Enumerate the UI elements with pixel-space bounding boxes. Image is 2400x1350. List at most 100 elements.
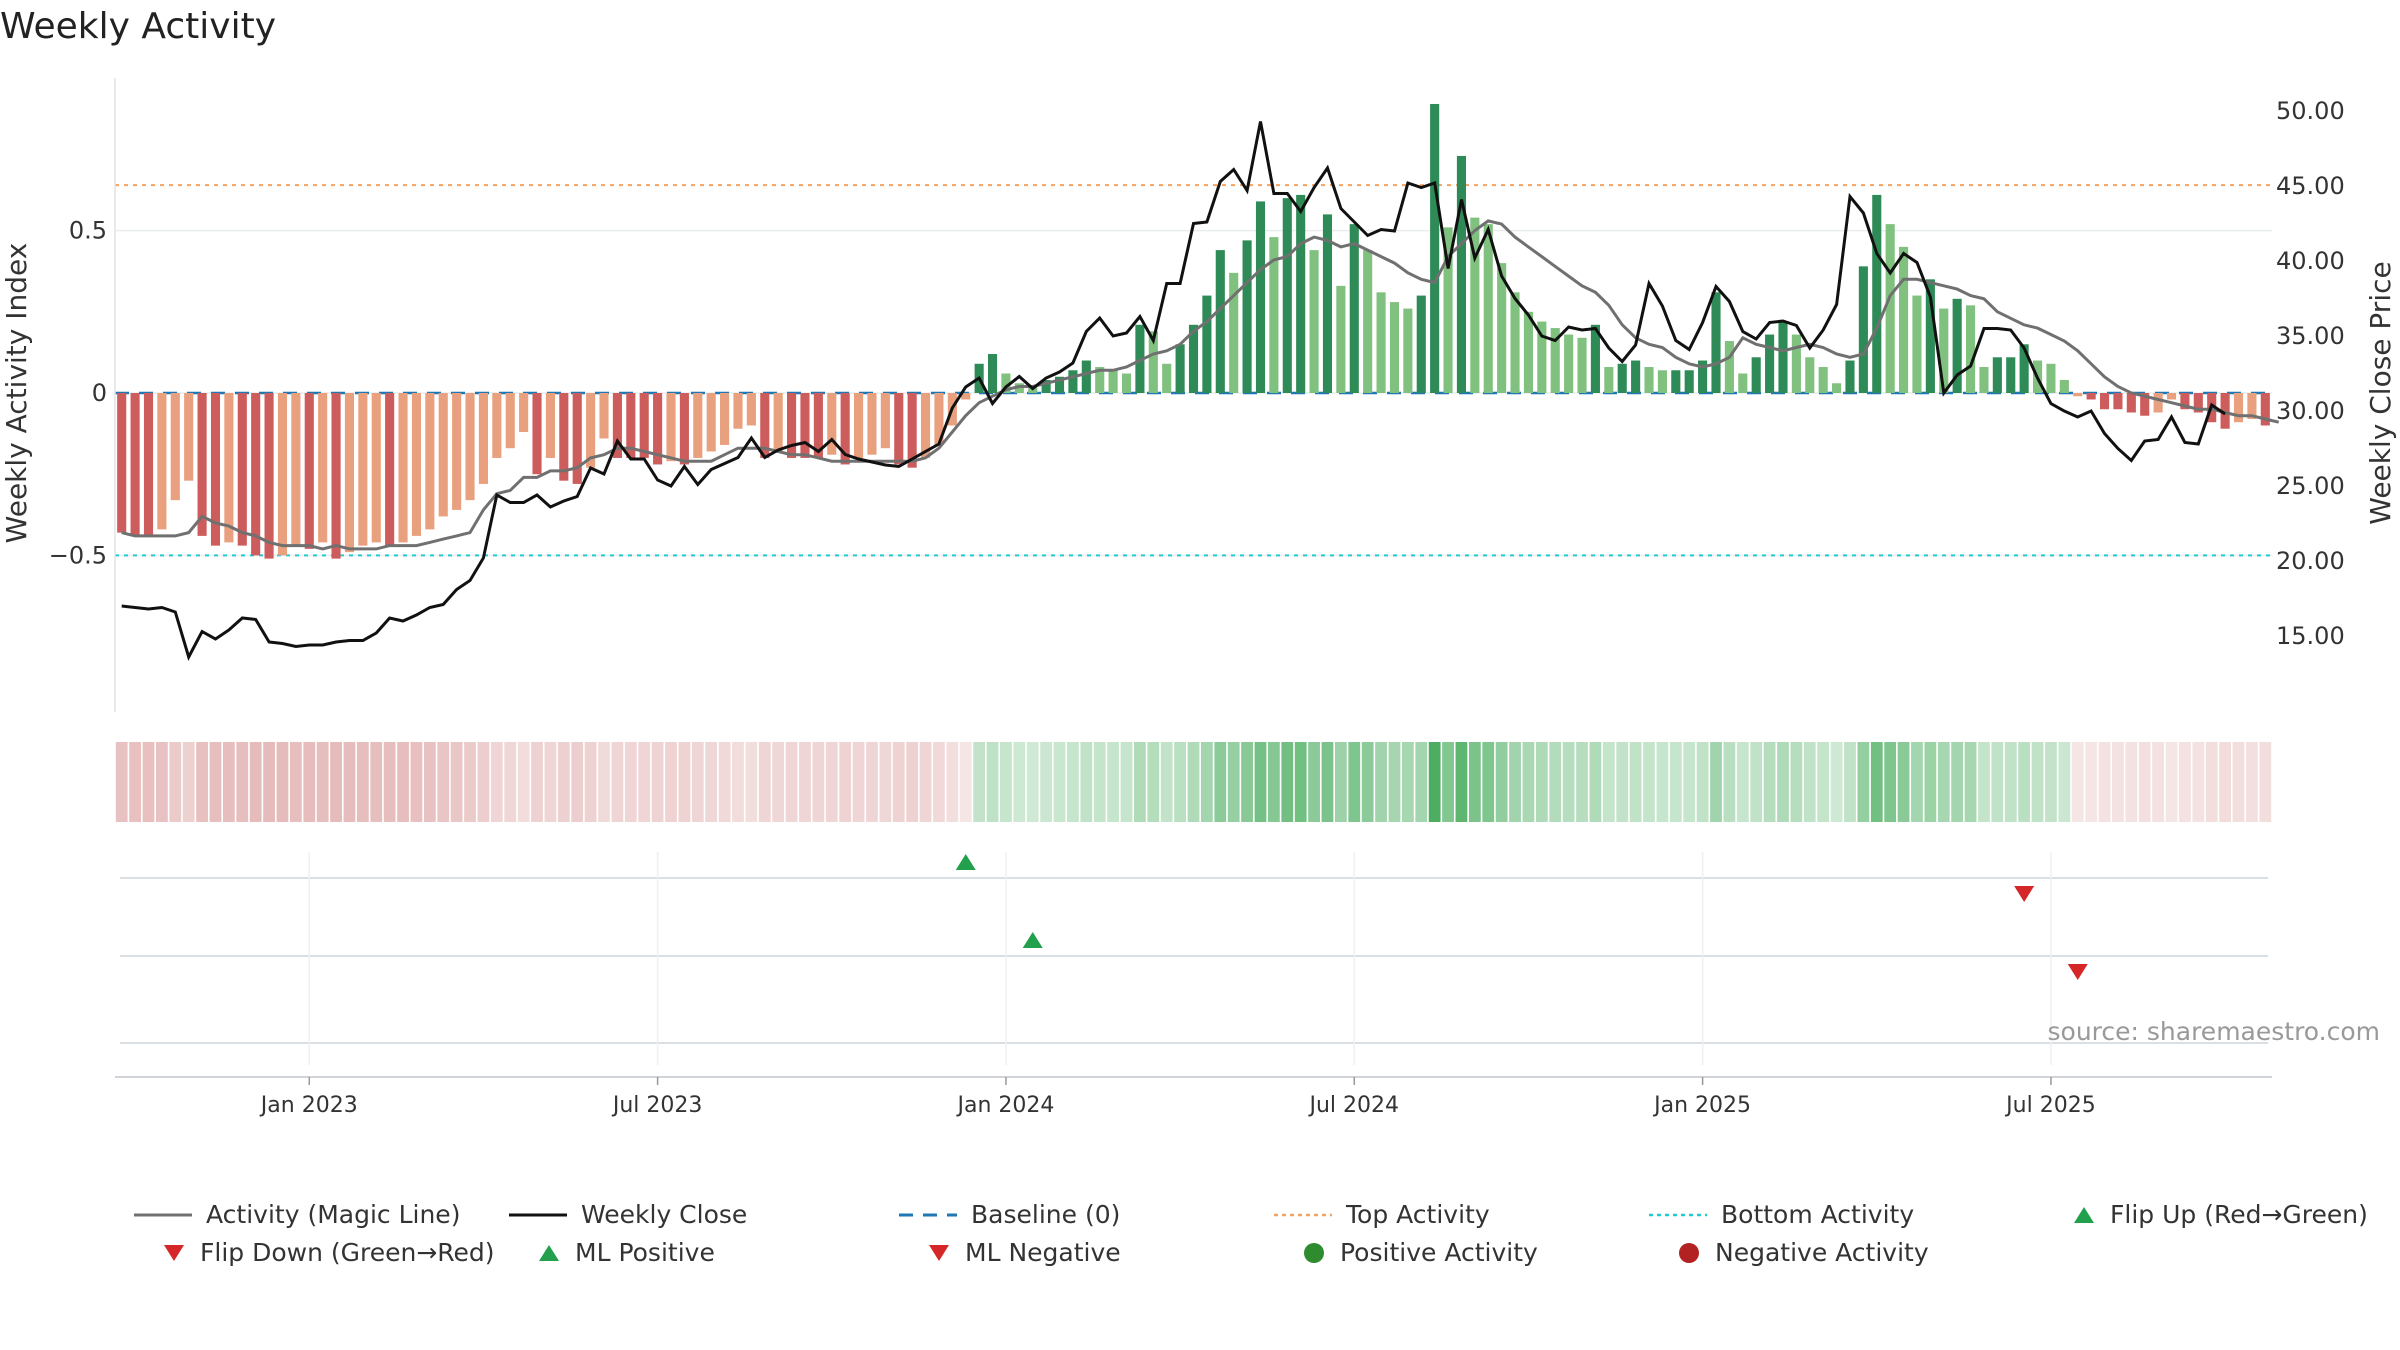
heat-cell xyxy=(919,742,932,822)
heat-cell xyxy=(839,742,852,822)
heat-cell xyxy=(196,742,208,822)
legend-circle xyxy=(1679,1242,1699,1263)
activity-bar xyxy=(1778,321,1788,393)
heat-cell xyxy=(450,742,463,822)
activity-bar xyxy=(746,393,756,426)
activity-bar xyxy=(2233,393,2244,423)
activity-bar xyxy=(2220,393,2230,429)
activity-bars xyxy=(117,103,2270,559)
heat-cell xyxy=(1013,742,1026,822)
activity-bar xyxy=(1550,328,1560,393)
activity-bar xyxy=(1952,298,1962,393)
heat-cell xyxy=(544,742,557,822)
legend-label: ML Positive xyxy=(575,1238,715,1267)
activity-bar xyxy=(224,393,234,543)
heat-cell xyxy=(986,742,999,822)
activity-bar xyxy=(371,393,381,543)
heat-cell xyxy=(1093,742,1106,822)
legend-symbol xyxy=(1649,1213,1707,1216)
activity-bar xyxy=(733,393,743,429)
activity-bar xyxy=(894,393,904,465)
activity-bar xyxy=(2019,344,2029,393)
heat-cell xyxy=(946,742,959,822)
heat-cell xyxy=(1348,742,1361,822)
heat-cell xyxy=(799,742,811,822)
activity-bar xyxy=(907,393,917,468)
time-axis-label: Jan 2024 xyxy=(955,1093,1054,1118)
time-axis-label: Jan 2025 xyxy=(1652,1093,1751,1118)
heat-cell xyxy=(1281,742,1294,822)
activity-bar xyxy=(505,393,515,449)
heat-cell xyxy=(155,742,168,822)
heat-cell xyxy=(1535,742,1548,822)
heat-cell xyxy=(2018,742,2031,822)
activity-bar xyxy=(2046,363,2056,393)
flip-down-marker xyxy=(2014,886,2035,902)
heat-cell xyxy=(1201,742,1213,822)
activity-bar xyxy=(1671,370,1681,393)
heat-cell xyxy=(1683,742,1696,822)
activity-bar xyxy=(813,393,823,458)
activity-bar xyxy=(934,393,944,445)
heat-cell xyxy=(1696,742,1709,822)
heat-cell xyxy=(2112,742,2124,822)
heat-cell xyxy=(1415,742,1428,822)
activity-bar xyxy=(800,393,810,458)
activity-bar xyxy=(1537,321,1547,393)
legend-triangle xyxy=(929,1244,949,1261)
activity-bar xyxy=(1296,194,1306,393)
legend-symbol xyxy=(1274,1213,1332,1216)
activity-bar xyxy=(1523,311,1533,393)
heat-cell xyxy=(745,742,758,822)
activity-bar xyxy=(1349,224,1359,393)
activity-bar xyxy=(1416,295,1426,393)
heat-cell xyxy=(517,742,530,822)
activity-bar xyxy=(2073,393,2083,397)
heat-cell xyxy=(1120,742,1133,822)
activity-bar xyxy=(1108,370,1118,393)
activity-bar xyxy=(1644,367,1654,393)
activity-bar xyxy=(2086,393,2096,400)
legend-item: Top Activity xyxy=(1272,1200,1490,1229)
legend-item: Baseline (0) xyxy=(897,1200,1120,1229)
activity-bar xyxy=(1282,198,1292,393)
chart-title: Weekly Activity xyxy=(0,6,277,47)
heat-cell xyxy=(1067,742,1079,822)
heat-cell xyxy=(2098,742,2111,822)
flip-up-marker xyxy=(955,854,976,870)
activity-bar xyxy=(1604,367,1614,393)
activity-bar xyxy=(1389,302,1400,393)
heat-cell xyxy=(1576,742,1588,822)
heat-cell xyxy=(1040,742,1053,822)
activity-bar xyxy=(2126,393,2136,413)
heat-cell xyxy=(1777,742,1789,822)
activity-bar xyxy=(358,393,368,546)
right-tick-label: 15.00 xyxy=(2276,622,2345,650)
heat-cell xyxy=(1509,742,1521,822)
activity-bar xyxy=(452,393,462,510)
activity-bar xyxy=(1269,237,1279,393)
right-tick-label: 50.00 xyxy=(2276,97,2345,125)
heat-cell xyxy=(1160,742,1173,822)
activity-bar xyxy=(1376,292,1386,393)
legend-symbol xyxy=(2074,1206,2094,1223)
heat-cell xyxy=(825,742,838,822)
left-tick-label: −0.5 xyxy=(49,541,107,569)
activity-bar xyxy=(1229,272,1239,393)
activity-bar xyxy=(184,393,194,481)
heat-cell xyxy=(222,742,235,822)
legend-item: Activity (Magic Line) xyxy=(132,1200,460,1229)
heat-cell xyxy=(1026,742,1039,822)
heat-cell xyxy=(1669,742,1682,822)
heat-cell xyxy=(1375,742,1387,822)
heat-cell xyxy=(1080,742,1093,822)
activity-bar xyxy=(1041,380,1051,393)
activity-bar xyxy=(304,393,314,549)
activity-bar xyxy=(1336,285,1346,393)
heat-cell xyxy=(772,742,785,822)
heat-cell xyxy=(1924,742,1937,822)
time-axis-label: Jul 2024 xyxy=(1308,1093,1400,1118)
heat-cell xyxy=(115,742,128,822)
activity-bar xyxy=(854,393,864,458)
